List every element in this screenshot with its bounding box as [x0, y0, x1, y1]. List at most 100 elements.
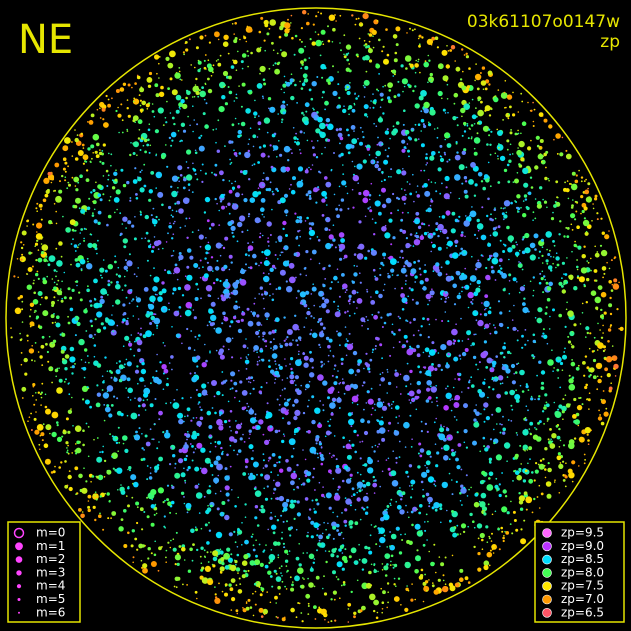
star — [51, 431, 57, 438]
star — [344, 88, 348, 92]
star — [84, 399, 90, 405]
star — [488, 83, 491, 86]
star — [216, 455, 221, 460]
star — [583, 217, 587, 220]
star — [482, 436, 486, 440]
star — [276, 156, 278, 158]
star — [312, 153, 316, 157]
star — [340, 198, 345, 202]
star — [166, 270, 171, 275]
star — [320, 12, 323, 15]
star — [343, 465, 349, 470]
star — [324, 146, 326, 149]
star — [356, 298, 363, 304]
star — [357, 55, 359, 58]
star — [332, 90, 338, 96]
star — [475, 310, 478, 313]
star — [67, 452, 70, 455]
star — [363, 96, 366, 98]
star — [242, 608, 247, 613]
star — [224, 102, 228, 106]
star — [357, 362, 361, 366]
star — [339, 381, 342, 384]
star — [430, 198, 433, 201]
star — [53, 313, 55, 315]
star — [136, 74, 139, 77]
star — [311, 140, 313, 142]
star — [585, 383, 588, 387]
star — [26, 273, 29, 275]
star — [274, 62, 277, 65]
star — [359, 281, 362, 284]
star — [165, 56, 170, 62]
star — [125, 227, 127, 229]
star — [278, 593, 281, 595]
star — [121, 223, 124, 225]
star — [117, 113, 122, 118]
star — [273, 492, 275, 495]
star — [364, 545, 368, 550]
star — [131, 300, 133, 302]
star — [321, 493, 325, 498]
star — [588, 347, 591, 350]
star — [351, 138, 358, 145]
star — [326, 535, 330, 540]
star — [387, 272, 389, 275]
star — [125, 321, 129, 326]
star — [395, 456, 398, 460]
star — [561, 410, 565, 414]
star — [208, 521, 210, 524]
star — [67, 474, 72, 480]
star — [184, 309, 192, 317]
star — [238, 152, 242, 155]
star — [280, 251, 283, 254]
star — [204, 244, 211, 251]
star — [329, 418, 332, 421]
star — [271, 298, 275, 302]
star — [312, 561, 315, 564]
star — [148, 71, 153, 76]
star — [271, 41, 274, 45]
star — [199, 406, 201, 408]
star — [147, 239, 151, 243]
star — [306, 216, 309, 220]
star — [303, 355, 309, 361]
star — [475, 333, 477, 336]
star — [46, 275, 48, 278]
star — [370, 563, 373, 566]
star — [453, 303, 457, 306]
star — [509, 131, 513, 135]
star — [74, 363, 76, 365]
star — [497, 181, 501, 184]
star — [566, 190, 569, 192]
star — [152, 286, 158, 292]
star — [170, 500, 175, 505]
star — [499, 155, 506, 162]
star — [323, 267, 326, 269]
star — [237, 221, 243, 228]
star — [260, 207, 265, 212]
star — [162, 431, 165, 434]
star — [379, 536, 386, 544]
star — [136, 506, 139, 509]
star — [320, 456, 325, 461]
star — [186, 236, 189, 239]
star — [34, 342, 37, 344]
star — [252, 311, 256, 316]
star — [337, 83, 340, 86]
star — [511, 408, 514, 411]
star — [288, 276, 296, 284]
star — [192, 543, 195, 546]
star — [530, 395, 533, 398]
star — [541, 262, 544, 264]
star — [240, 170, 243, 174]
star — [475, 268, 478, 271]
star — [170, 539, 172, 542]
star — [39, 448, 41, 451]
star — [261, 250, 264, 254]
star — [558, 281, 563, 286]
star — [82, 366, 87, 371]
star — [232, 59, 234, 61]
star — [74, 317, 77, 320]
star — [275, 497, 278, 500]
